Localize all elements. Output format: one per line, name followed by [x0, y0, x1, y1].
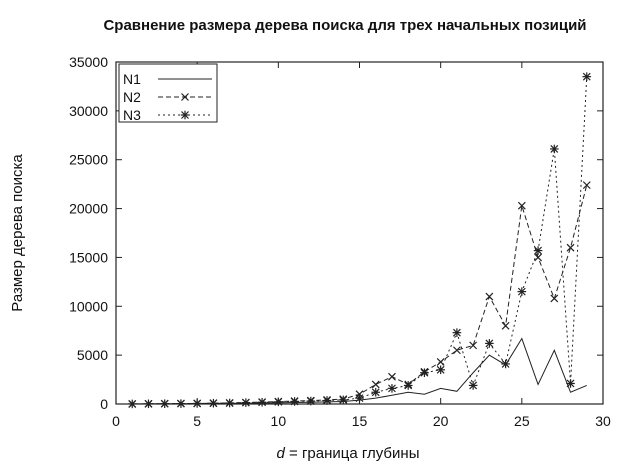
data-point	[371, 380, 380, 389]
data-point	[501, 359, 510, 369]
series-layer	[127, 72, 592, 409]
x-axis: 0 5 10 15 20 25 30	[112, 62, 611, 429]
data-point	[533, 246, 543, 255]
y-axis-label: Размер дерева поиска	[9, 154, 26, 312]
data-point	[582, 72, 592, 81]
data-point	[306, 396, 316, 406]
y-tick-label: 10000	[69, 298, 108, 314]
data-point	[387, 384, 397, 393]
data-point	[144, 399, 153, 409]
data-point	[485, 292, 494, 301]
data-point	[566, 379, 575, 388]
data-point	[420, 368, 429, 378]
data-point	[322, 396, 332, 405]
data-point	[403, 381, 413, 390]
data-point	[274, 397, 283, 407]
legend-label: N2	[123, 89, 141, 105]
data-point	[485, 339, 494, 348]
legend-marker	[180, 110, 190, 120]
legend-label: N3	[123, 107, 141, 123]
data-point	[290, 397, 299, 406]
series-n3	[127, 72, 592, 409]
data-point	[469, 341, 478, 350]
y-tick-label: 30000	[69, 103, 108, 119]
x-tick-label: 10	[271, 413, 287, 429]
x-tick-label: 5	[193, 413, 201, 429]
y-tick-label: 25000	[69, 152, 108, 168]
data-point	[338, 395, 348, 405]
data-point	[550, 294, 559, 303]
data-point	[225, 398, 234, 408]
legend-item-n3: N3	[123, 107, 212, 123]
legend-item-n1: N1	[123, 71, 212, 87]
y-tick-label: 5000	[77, 347, 108, 363]
x-tick-label: 25	[514, 413, 530, 429]
legend-box	[118, 63, 218, 123]
data-point	[160, 399, 169, 409]
data-point	[388, 372, 396, 381]
data-point	[566, 243, 575, 252]
data-point	[176, 399, 186, 408]
data-point	[582, 181, 591, 190]
data-point	[517, 201, 526, 210]
chart-title: Сравнение размера дерева поиска для трех…	[103, 17, 586, 34]
data-point	[452, 328, 462, 337]
data-point	[468, 381, 478, 390]
x-tick-label: 0	[112, 413, 120, 429]
data-point	[501, 321, 510, 330]
series-line-n3	[132, 76, 588, 405]
data-point	[355, 393, 364, 403]
data-point	[550, 144, 559, 154]
data-point	[241, 398, 251, 407]
series-n2	[128, 181, 591, 408]
legend-item-n2: N2	[123, 89, 212, 105]
data-point	[192, 399, 202, 408]
data-point	[517, 287, 527, 296]
data-point	[127, 399, 137, 409]
y-axis: 0 5000 10000 15000 20000 25000 30000 35000	[69, 54, 603, 412]
x-tick-label: 15	[352, 413, 368, 429]
x-axis-label: d = граница глубины	[277, 445, 420, 462]
legend-label: N1	[123, 71, 141, 87]
x-axis-label-var: d	[277, 445, 286, 462]
data-point	[452, 346, 461, 355]
data-point	[209, 398, 218, 408]
x-tick-label: 20	[433, 413, 449, 429]
legend: N1 N2 N3	[118, 63, 218, 123]
y-tick-label: 15000	[69, 249, 108, 265]
y-tick-label: 0	[100, 396, 108, 412]
y-tick-label: 35000	[69, 54, 108, 70]
data-point	[436, 365, 445, 375]
data-point	[534, 253, 542, 262]
legend-marker	[181, 93, 189, 101]
data-point	[371, 387, 381, 397]
y-tick-label: 20000	[69, 201, 108, 217]
x-axis-label-rest: = граница глубины	[285, 445, 420, 462]
data-point	[257, 397, 267, 407]
x-tick-label: 30	[595, 413, 611, 429]
